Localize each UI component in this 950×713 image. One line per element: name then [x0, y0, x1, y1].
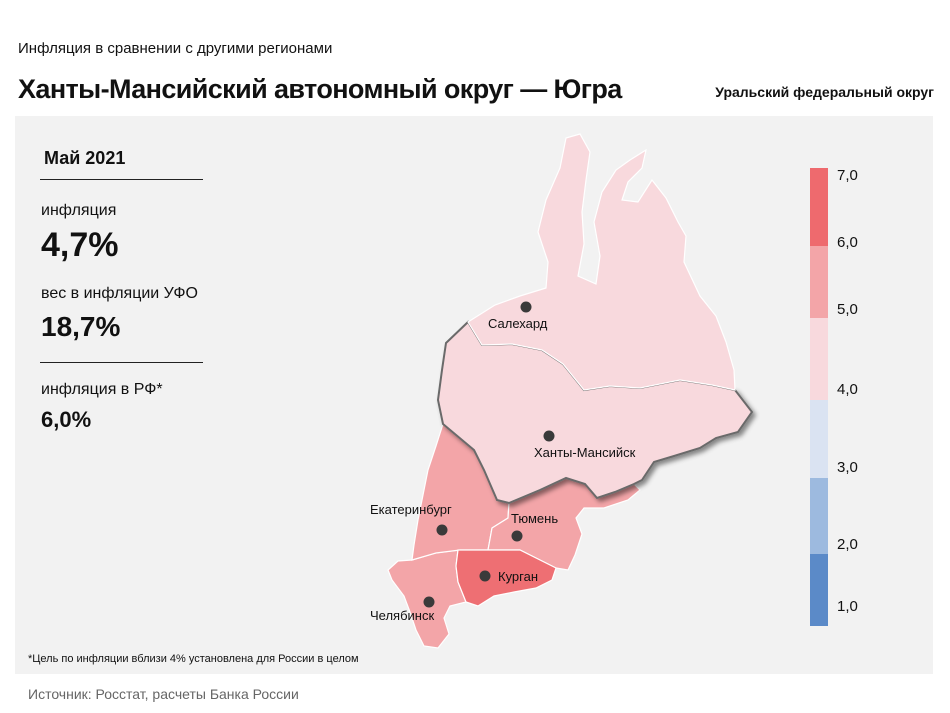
legend-band — [810, 400, 828, 478]
legend-label: 2,0 — [837, 536, 858, 553]
inflation-value: 4,7% — [41, 226, 119, 264]
region-title: Ханты-Мансийский автономный округ — Югра — [18, 74, 622, 104]
federal-district-label: Уральский федеральный округ — [715, 84, 934, 100]
legend-band — [810, 554, 828, 626]
footnote: *Цель по инфляции вблизи 4% установлена … — [28, 653, 359, 665]
inflation-label: инфляция — [41, 202, 117, 219]
city-label: Салехард — [488, 316, 548, 331]
city-yekaterinburg: Екатеринбург — [370, 502, 452, 536]
rf-inflation-value: 6,0% — [41, 407, 92, 432]
city-chelyabinsk: Челябинск — [370, 596, 435, 623]
region-yamal — [467, 133, 736, 391]
city-label: Тюмень — [511, 511, 558, 526]
weight-label: вес в инфляции УФО — [41, 285, 198, 302]
chart-subtitle: Инфляция в сравнении с другими регионами — [18, 40, 333, 57]
city-khanty-mansiysk: Ханты-Мансийск — [534, 430, 636, 460]
region-kurgan — [455, 549, 557, 607]
city-marker — [543, 430, 555, 442]
legend-label: 6,0 — [837, 234, 858, 251]
city-marker — [423, 596, 435, 608]
legend-label: 7,0 — [837, 167, 858, 184]
city-label: Челябинск — [370, 608, 434, 623]
legend-band — [810, 318, 828, 400]
legend-label: 5,0 — [837, 301, 858, 318]
legend-label: 1,0 — [837, 598, 858, 615]
city-kurgan: Курган — [479, 569, 538, 584]
rf-inflation-label: инфляция в РФ* — [41, 381, 163, 398]
weight-value: 18,7% — [41, 311, 121, 342]
city-marker — [520, 301, 532, 313]
divider-top — [40, 179, 203, 180]
city-marker — [436, 524, 448, 536]
city-label: Екатеринбург — [370, 502, 452, 517]
city-label: Курган — [498, 569, 538, 584]
city-salekhard: Салехард — [488, 301, 548, 331]
source-note: Источник: Росстат, расчеты Банка России — [28, 686, 299, 702]
divider-bottom — [40, 362, 203, 363]
city-marker — [511, 530, 523, 542]
period-label: Май 2021 — [44, 148, 126, 168]
legend-band — [810, 246, 828, 318]
legend-label: 4,0 — [837, 381, 858, 398]
legend-band — [810, 168, 828, 246]
city-marker — [479, 570, 491, 582]
legend-label: 3,0 — [837, 459, 858, 476]
legend-band — [810, 478, 828, 554]
city-label: Ханты-Мансийск — [534, 445, 636, 460]
color-legend: 7,0 6,0 5,0 4,0 3,0 2,0 1,0 — [810, 167, 858, 626]
city-tyumen: Тюмень — [511, 511, 558, 542]
